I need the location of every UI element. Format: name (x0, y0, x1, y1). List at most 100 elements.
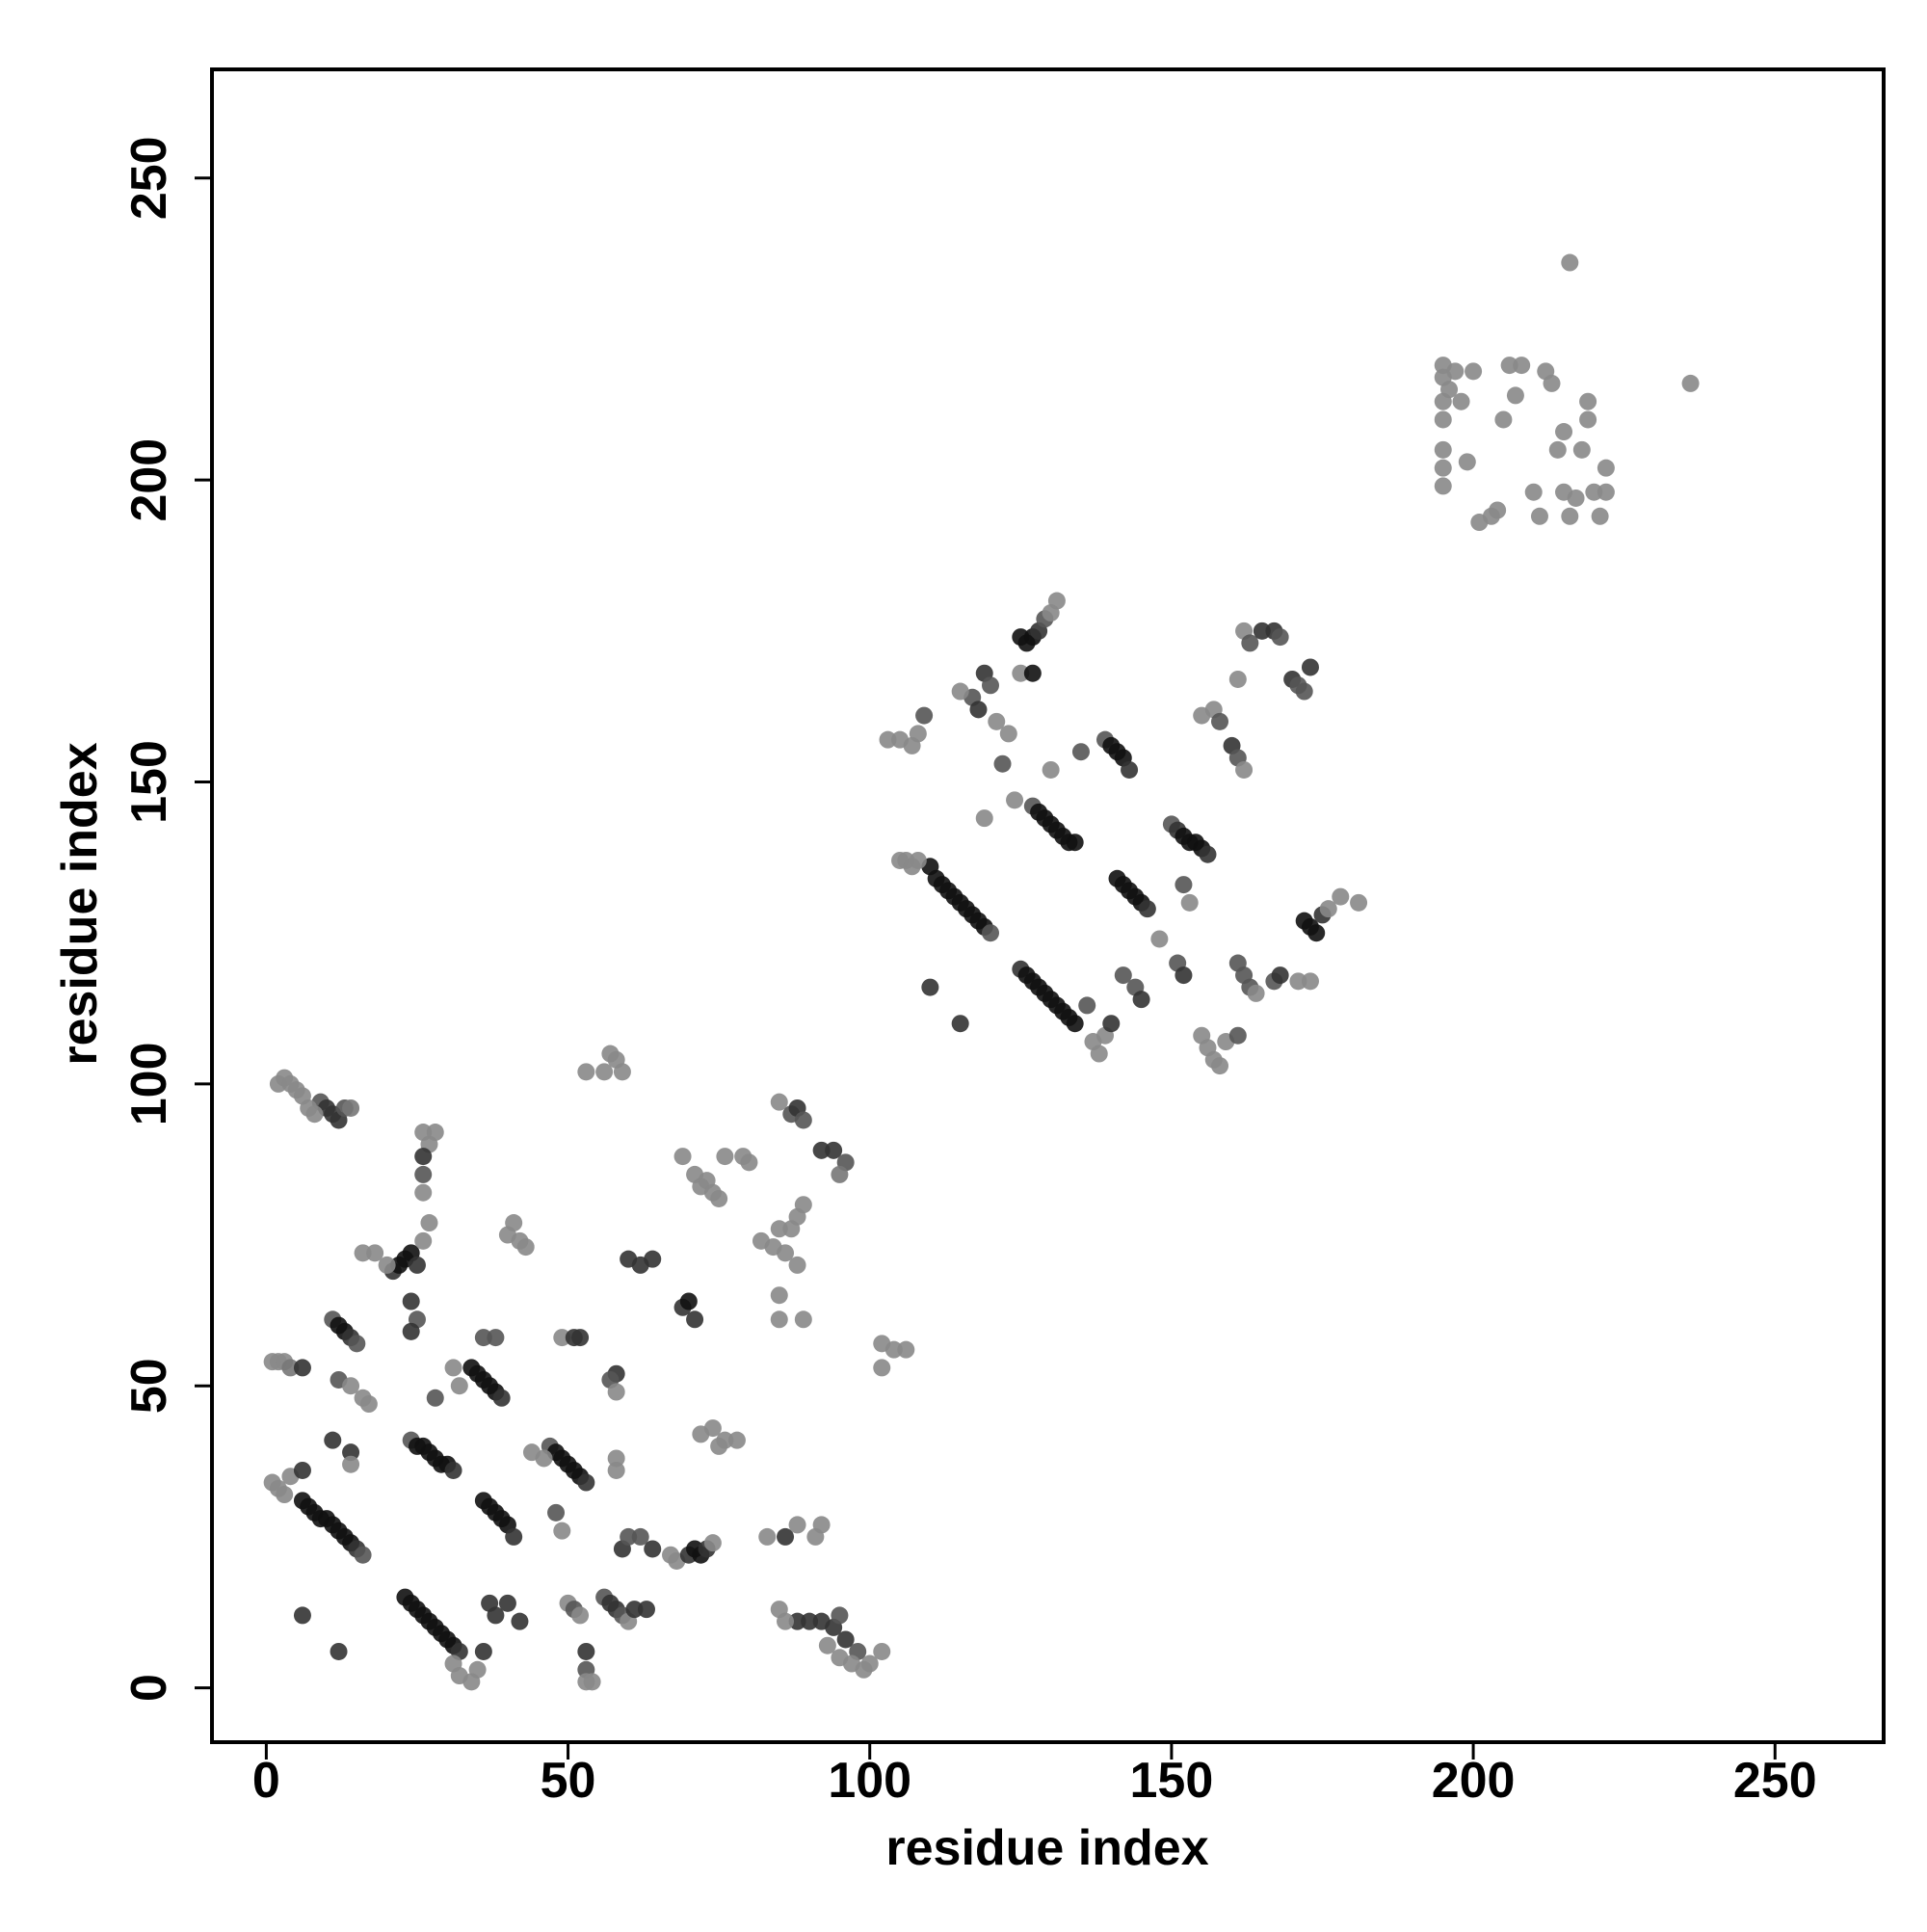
point (818, 1636, 836, 1654)
point (1228, 670, 1247, 688)
point (909, 725, 927, 743)
point (1301, 972, 1319, 991)
point (1319, 900, 1337, 918)
point (1211, 712, 1229, 730)
point (770, 1286, 788, 1305)
point (487, 1606, 505, 1625)
point (1199, 845, 1217, 863)
point (1446, 362, 1465, 381)
point (1506, 386, 1524, 405)
point (1247, 984, 1265, 1002)
x-tick-label: 100 (828, 1753, 911, 1809)
point (426, 1124, 444, 1142)
point (1561, 253, 1579, 272)
point (426, 1389, 444, 1407)
point (516, 1238, 535, 1257)
point (788, 1516, 806, 1534)
point (1241, 634, 1259, 652)
point (348, 1335, 366, 1353)
point (1548, 440, 1567, 459)
point (468, 1660, 487, 1679)
x-tick-label: 50 (541, 1753, 596, 1809)
point (1572, 440, 1591, 459)
point (1271, 966, 1289, 985)
point (577, 1673, 595, 1691)
point (703, 1534, 722, 1552)
point (873, 1359, 891, 1377)
point (1066, 1015, 1084, 1033)
point (897, 1340, 915, 1359)
point (444, 1359, 462, 1377)
point (505, 1214, 523, 1232)
point (673, 1148, 692, 1166)
point (879, 730, 897, 749)
point (444, 1461, 462, 1479)
point (1271, 628, 1289, 647)
point (450, 1377, 468, 1395)
point (1078, 996, 1096, 1015)
y-tick-label: 150 (121, 740, 177, 824)
point (324, 1431, 342, 1449)
point (1465, 362, 1483, 381)
point (1434, 410, 1452, 429)
point (1102, 1015, 1121, 1033)
point (801, 1612, 819, 1630)
point (474, 1329, 492, 1347)
point (999, 725, 1017, 743)
point (873, 1642, 891, 1660)
y-tick-label: 50 (121, 1358, 177, 1414)
point (281, 1359, 300, 1377)
point (553, 1522, 571, 1540)
point (354, 1244, 372, 1262)
point (505, 1527, 523, 1546)
point (812, 1516, 831, 1534)
point (1301, 658, 1319, 676)
point (1211, 1057, 1229, 1075)
point (915, 706, 934, 725)
point (498, 1594, 516, 1612)
point (975, 809, 993, 828)
point (788, 1256, 806, 1274)
point (487, 1329, 505, 1347)
plot-frame (210, 67, 1886, 1744)
point (305, 1105, 324, 1124)
point (794, 1196, 812, 1214)
point (625, 1601, 644, 1619)
x-axis-title: residue index (885, 1820, 1208, 1876)
y-tick-label: 250 (121, 136, 177, 220)
point (1494, 410, 1513, 429)
point (777, 1527, 795, 1546)
point (1012, 664, 1030, 682)
point (378, 1256, 396, 1274)
point (951, 682, 969, 701)
point (679, 1292, 698, 1310)
point (1555, 423, 1573, 441)
point (359, 1395, 378, 1414)
point (969, 701, 988, 719)
point (1500, 357, 1518, 375)
point (1235, 760, 1254, 779)
point (1543, 374, 1561, 392)
point (909, 851, 927, 869)
point (414, 1231, 433, 1250)
point (1121, 760, 1139, 779)
point (1175, 966, 1193, 985)
point (951, 1015, 969, 1033)
point (1090, 1045, 1108, 1063)
point (1458, 453, 1476, 471)
point (408, 1256, 426, 1274)
point (1295, 682, 1313, 701)
point (607, 1449, 625, 1468)
point (836, 1630, 855, 1649)
point (607, 1383, 625, 1401)
point (1452, 392, 1470, 410)
point (613, 1063, 631, 1081)
point (716, 1431, 734, 1449)
point (1066, 834, 1084, 852)
point (637, 1601, 655, 1619)
point (571, 1606, 590, 1625)
point (770, 1220, 788, 1238)
point (595, 1063, 614, 1081)
point (1579, 392, 1597, 410)
point (1530, 507, 1548, 525)
